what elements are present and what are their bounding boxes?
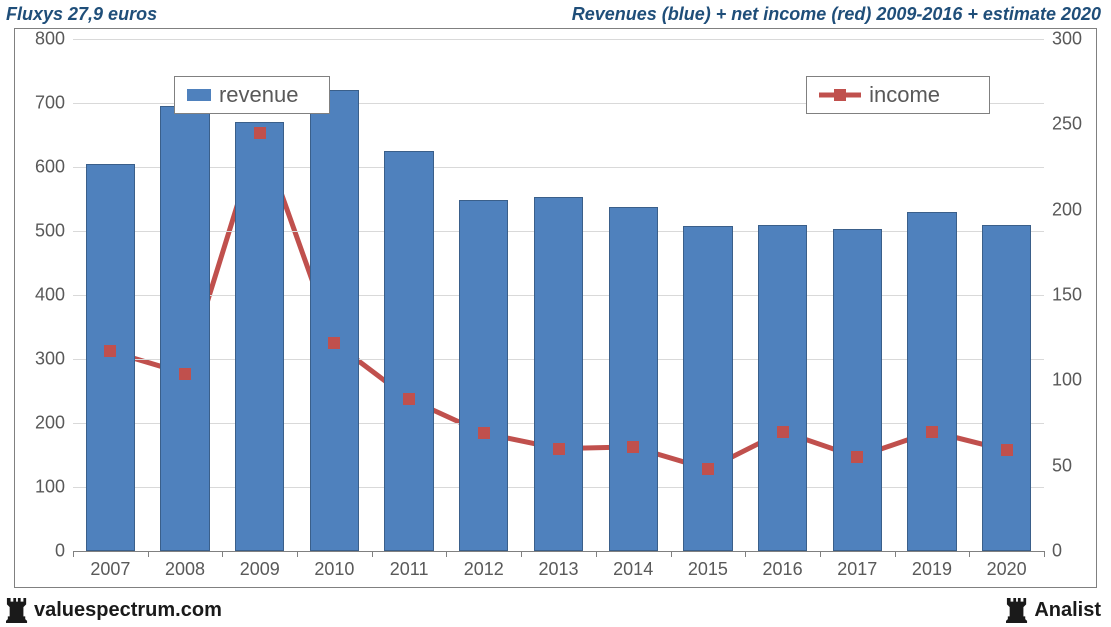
x-tick	[148, 551, 149, 557]
revenue-bar	[758, 225, 807, 551]
plot-area: 0100200300400500600700800050100150200250…	[73, 39, 1044, 551]
rook-icon	[1006, 598, 1028, 624]
x-tick	[73, 551, 74, 557]
revenue-bar	[833, 229, 882, 551]
x-tick-label: 2009	[240, 551, 280, 580]
x-tick-label: 2020	[987, 551, 1027, 580]
income-marker	[553, 443, 565, 455]
income-marker	[777, 426, 789, 438]
x-tick-label: 2019	[912, 551, 952, 580]
x-tick	[372, 551, 373, 557]
legend-swatch-bar	[187, 89, 211, 101]
y-left-tick-label: 500	[35, 221, 73, 242]
plot-border: 0 100 200 300 400 500 600 700 800 0 50 100 150 200 250…	[14, 28, 1097, 588]
y-right-tick-label: 200	[1044, 199, 1082, 220]
grid-line	[73, 39, 1044, 40]
y-right-tick-label: 250	[1044, 114, 1082, 135]
x-tick-label: 2008	[165, 551, 205, 580]
legend-label: income	[869, 82, 940, 108]
revenue-bar	[683, 226, 732, 551]
footer-right-text: Analist	[1034, 599, 1101, 622]
legend-label: revenue	[219, 82, 299, 108]
y-right-tick-label: 100	[1044, 370, 1082, 391]
x-tick-label: 2011	[390, 551, 429, 580]
footer-left-text: valuespectrum.com	[34, 599, 222, 622]
revenue-bar	[86, 164, 135, 551]
revenue-bar	[534, 197, 583, 551]
y-left-tick-label: 100	[35, 477, 73, 498]
income-marker	[851, 451, 863, 463]
y-left-tick-label: 700	[35, 93, 73, 114]
y-left-tick-label: 200	[35, 413, 73, 434]
income-marker	[179, 368, 191, 380]
income-marker	[104, 345, 116, 357]
x-tick	[297, 551, 298, 557]
x-tick-label: 2017	[837, 551, 877, 580]
income-marker	[403, 393, 415, 405]
x-tick-label: 2007	[90, 551, 130, 580]
x-tick	[671, 551, 672, 557]
x-tick	[222, 551, 223, 557]
y-left-tick-label: 800	[35, 29, 73, 50]
x-tick-label: 2014	[613, 551, 653, 580]
footer-left: valuespectrum.com	[6, 598, 222, 624]
y-left-tick-label: 400	[35, 285, 73, 306]
footer-right: Analist	[1006, 598, 1101, 624]
y-left-tick-label: 600	[35, 157, 73, 178]
revenue-bar	[310, 90, 359, 551]
income-marker	[1001, 444, 1013, 456]
income-marker	[627, 441, 639, 453]
legend-swatch-line	[819, 89, 861, 101]
income-marker	[478, 427, 490, 439]
x-tick-label: 2015	[688, 551, 728, 580]
y-right-tick-label: 150	[1044, 285, 1082, 306]
revenue-bar	[160, 106, 209, 551]
x-tick	[820, 551, 821, 557]
legend-revenue: revenue	[174, 76, 330, 114]
revenue-bar	[609, 207, 658, 551]
revenue-bar	[235, 122, 284, 551]
title-right: Revenues (blue) + net income (red) 2009-…	[572, 4, 1101, 25]
income-marker	[328, 337, 340, 349]
revenue-bar	[907, 212, 956, 551]
rook-icon	[6, 598, 28, 624]
x-tick	[596, 551, 597, 557]
x-tick	[521, 551, 522, 557]
x-tick	[895, 551, 896, 557]
x-tick	[969, 551, 970, 557]
legend-income: income	[806, 76, 990, 114]
income-marker	[254, 127, 266, 139]
chart-frame: Fluxys 27,9 euros Revenues (blue) + net …	[0, 0, 1111, 627]
income-marker	[702, 463, 714, 475]
revenue-bar	[384, 151, 433, 551]
x-tick	[446, 551, 447, 557]
y-right-tick-label: 0	[1044, 541, 1062, 562]
x-tick	[1044, 551, 1045, 557]
grid-line	[73, 167, 1044, 168]
y-right-tick-label: 50	[1044, 455, 1072, 476]
x-tick-label: 2012	[464, 551, 504, 580]
title-left: Fluxys 27,9 euros	[6, 4, 157, 25]
chart-footer: valuespectrum.com Analist	[0, 594, 1111, 627]
chart-header: Fluxys 27,9 euros Revenues (blue) + net …	[0, 0, 1111, 28]
y-right-tick-label: 300	[1044, 29, 1082, 50]
income-marker	[926, 426, 938, 438]
y-left-tick-label: 0	[55, 541, 73, 562]
x-tick-label: 2016	[763, 551, 803, 580]
revenue-bar	[982, 225, 1031, 551]
x-tick-label: 2010	[314, 551, 354, 580]
revenue-bar	[459, 200, 508, 551]
x-tick	[745, 551, 746, 557]
x-tick-label: 2013	[538, 551, 578, 580]
y-left-tick-label: 300	[35, 349, 73, 370]
